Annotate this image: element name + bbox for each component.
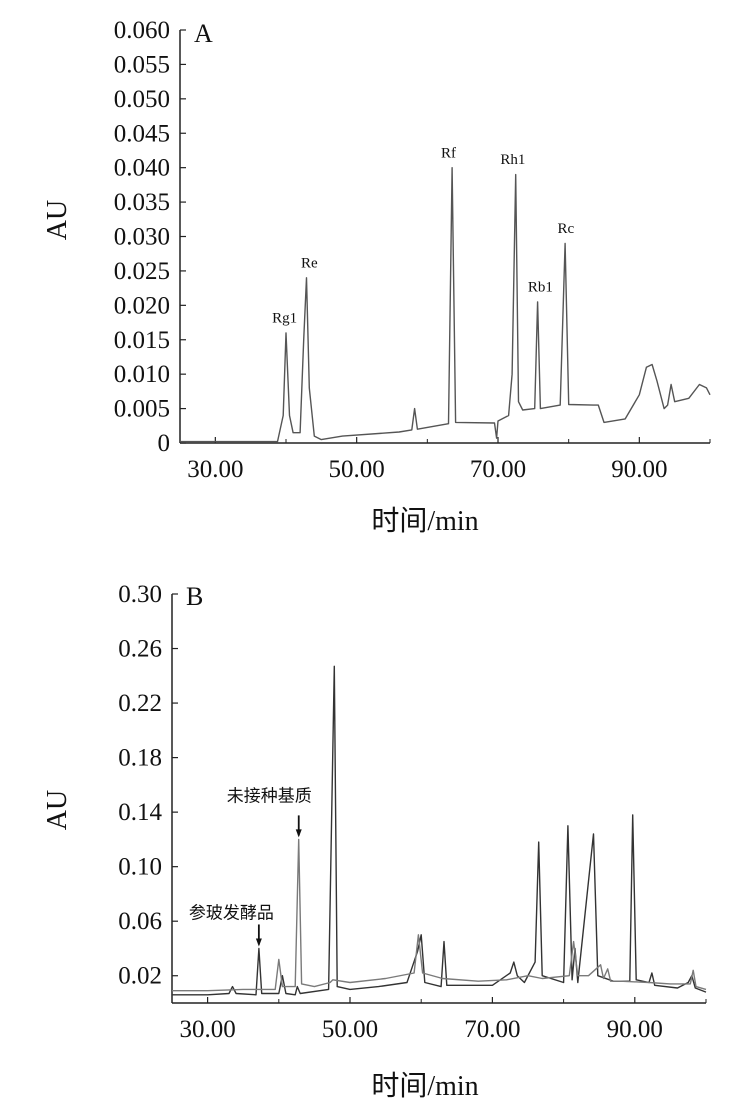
panel-a-xlabel: 时间/min: [371, 505, 478, 537]
annotation-label: 未接种基质: [227, 786, 312, 806]
x-tick-label: 70.00: [464, 1016, 520, 1043]
x-tick-label: 50.00: [322, 1016, 378, 1043]
y-tick-label: 0.020: [114, 292, 170, 319]
y-tick-label: 0.045: [114, 120, 170, 147]
panel-b-axes: 0.02 0.06 0.10 0.14 0.18 0.22 0.26 0.30 30.00 50.…: [118, 581, 707, 1043]
y-tick-label: 0.18: [118, 745, 162, 772]
panel-b: 0.02 0.06 0.10 0.14 0.18 0.22 0.26 0.30 30.00 50.…: [42, 581, 707, 1102]
panel-a-ylabel: AU: [42, 200, 73, 240]
panel-a-series-line-0: [180, 167, 711, 443]
panel-a-label: A: [194, 19, 213, 48]
y-tick-label: 0.22: [118, 690, 162, 717]
panel-b-series-line-1: [172, 838, 707, 992]
x-tick-label: 50.00: [329, 456, 385, 483]
y-tick-label: 0.040: [114, 155, 170, 182]
panel-a: 0 0.005 0.010 0.015 0.020 0.025 0.030 0.035 0.04…: [42, 17, 711, 537]
peak-label: Rf: [441, 145, 456, 161]
y-tick-label: 0.035: [114, 189, 170, 216]
y-tick-label: 0.010: [114, 361, 170, 388]
y-tick-label: 0.050: [114, 86, 170, 113]
y-tick-label: 0.015: [114, 327, 170, 354]
panel-a-axes: 0 0.005 0.010 0.015 0.020 0.025 0.030 0.035 0.04…: [114, 17, 711, 483]
x-tick-label: 90.00: [607, 1016, 663, 1043]
x-tick-label: 30.00: [179, 1016, 235, 1043]
annotation-arrow-head: [295, 829, 302, 838]
panel-b-series-line-0: [172, 665, 707, 996]
y-tick-label: 0.030: [114, 224, 170, 251]
x-tick-label: 70.00: [470, 456, 526, 483]
peak-label: Rc: [558, 221, 575, 237]
x-tick-label: 90.00: [611, 456, 667, 483]
annotation-label: 参玻发酵品: [189, 903, 274, 923]
peak-label: Rh1: [500, 152, 525, 168]
y-tick-label: 0.26: [118, 636, 162, 663]
x-tick-label: 30.00: [187, 456, 243, 483]
panel-b-ylabel: AU: [42, 790, 73, 830]
peak-label: Rb1: [528, 280, 553, 296]
y-tick-label: 0.10: [118, 854, 162, 881]
y-tick-label: 0.005: [114, 396, 170, 423]
y-tick-label: 0.02: [118, 963, 162, 990]
y-tick-label: 0.060: [114, 17, 170, 44]
peak-label: Re: [301, 255, 318, 271]
y-tick-label: 0.30: [118, 581, 162, 608]
y-tick-label: 0: [158, 430, 171, 457]
panel-b-xlabel: 时间/min: [371, 1070, 478, 1102]
y-tick-label: 0.14: [118, 799, 162, 826]
y-tick-label: 0.025: [114, 258, 170, 285]
y-tick-label: 0.055: [114, 51, 170, 78]
annotation-arrow-head: [255, 938, 262, 947]
y-tick-label: 0.06: [118, 908, 162, 935]
panel-b-label: B: [186, 582, 203, 611]
peak-label: Rg1: [272, 311, 297, 327]
